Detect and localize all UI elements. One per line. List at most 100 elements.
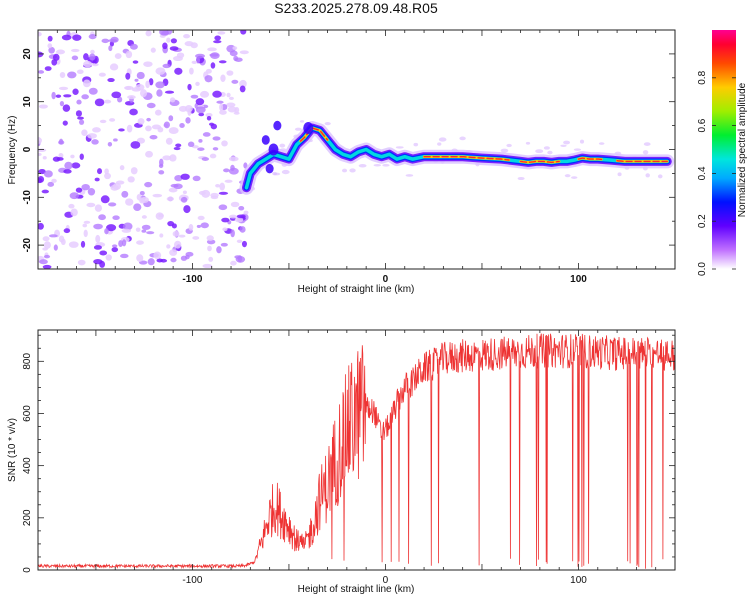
- noise-blob: [127, 176, 135, 183]
- noise-blob: [228, 96, 234, 100]
- noise-blob: [106, 224, 117, 232]
- noise-blob: [178, 105, 188, 112]
- noise-blob: [71, 55, 79, 61]
- noise-blob: [208, 256, 214, 262]
- noise-blob: [192, 236, 200, 240]
- noise-blob: [118, 240, 123, 248]
- noise-blob: [150, 47, 156, 53]
- noise-blob: [166, 196, 175, 202]
- faint-blob: [547, 150, 553, 155]
- noise-blob: [241, 240, 247, 248]
- spectrogram-noise-region: [38, 30, 663, 269]
- faint-blob: [598, 142, 605, 145]
- noise-blob: [159, 30, 169, 36]
- noise-blob: [38, 104, 48, 109]
- noise-blob: [137, 118, 145, 125]
- y-tick-label: 800: [22, 353, 33, 370]
- noise-blob: [48, 46, 55, 54]
- noise-blob: [202, 263, 213, 269]
- noise-blob: [216, 246, 222, 254]
- noise-blob: [70, 208, 78, 217]
- noise-blob: [104, 228, 109, 235]
- ridge-peak: [299, 127, 329, 142]
- noise-blob: [140, 196, 149, 203]
- noise-blob: [185, 251, 194, 257]
- noise-blob: [146, 102, 156, 109]
- noise-blob: [56, 157, 64, 161]
- noise-blob: [87, 133, 97, 139]
- noise-blob: [130, 167, 138, 175]
- noise-blob: [38, 222, 44, 230]
- colorbar-tick-label: 0.0: [697, 262, 708, 276]
- noise-blob: [39, 259, 48, 265]
- noise-blob: [75, 187, 83, 193]
- ridge-blob: [268, 143, 279, 156]
- noise-blob: [145, 150, 153, 158]
- y-tick-label: -20: [22, 237, 33, 252]
- noise-blob: [94, 98, 105, 107]
- noise-blob: [126, 124, 133, 133]
- noise-blob: [136, 254, 144, 262]
- noise-blob: [119, 165, 125, 171]
- noise-blob: [93, 245, 102, 250]
- noise-blob: [63, 228, 71, 234]
- noise-blob: [82, 79, 91, 88]
- noise-blob: [236, 214, 246, 219]
- y-tick-label: 400: [22, 457, 33, 474]
- noise-blob: [83, 60, 93, 68]
- noise-blob: [239, 79, 247, 88]
- noise-blob: [121, 228, 132, 233]
- noise-blob: [117, 96, 123, 103]
- noise-blob: [81, 183, 90, 191]
- noise-blob: [108, 45, 113, 52]
- noise-blob: [41, 189, 49, 194]
- noise-blob: [129, 43, 138, 50]
- noise-blob: [111, 244, 118, 248]
- noise-blob: [110, 36, 119, 43]
- noise-blob: [125, 198, 134, 206]
- noise-blob: [215, 184, 221, 188]
- noise-blob: [121, 190, 129, 198]
- noise-blob: [146, 231, 155, 235]
- noise-blob: [209, 122, 215, 126]
- noise-blob: [124, 86, 132, 90]
- faint-blob: [413, 142, 419, 147]
- faint-blob: [617, 172, 622, 177]
- noise-blob: [90, 49, 95, 55]
- faint-blob: [349, 168, 356, 173]
- noise-blob: [236, 239, 243, 244]
- noise-blob: [192, 175, 201, 182]
- noise-blob: [234, 217, 244, 223]
- noise-blob: [94, 204, 103, 212]
- noise-blob: [107, 78, 115, 83]
- noise-blob: [221, 140, 228, 147]
- noise-blob: [154, 109, 162, 116]
- noise-blob: [162, 155, 172, 161]
- noise-blob: [220, 74, 226, 83]
- noise-blob: [77, 259, 86, 266]
- faint-blob: [273, 172, 281, 176]
- faint-blob: [543, 146, 550, 150]
- noise-blob: [131, 87, 142, 92]
- noise-blob: [56, 49, 66, 55]
- noise-blob: [53, 244, 58, 251]
- noise-blob: [143, 61, 153, 67]
- noise-blob: [38, 137, 42, 145]
- noise-blob: [134, 78, 139, 82]
- noise-blob: [58, 235, 65, 243]
- noise-blob: [153, 251, 162, 260]
- noise-blob: [109, 118, 116, 122]
- faint-blob: [382, 163, 390, 167]
- noise-blob: [147, 258, 155, 266]
- noise-blob: [70, 154, 75, 159]
- noise-blob: [195, 81, 200, 87]
- noise-blob: [210, 62, 216, 69]
- noise-blob: [125, 50, 133, 59]
- noise-blob: [214, 35, 221, 41]
- noise-blob: [170, 183, 179, 188]
- noise-blob: [61, 34, 72, 41]
- noise-blob: [108, 202, 117, 207]
- noise-blob: [121, 239, 127, 247]
- noise-blob: [92, 127, 101, 133]
- noise-blob: [232, 46, 238, 50]
